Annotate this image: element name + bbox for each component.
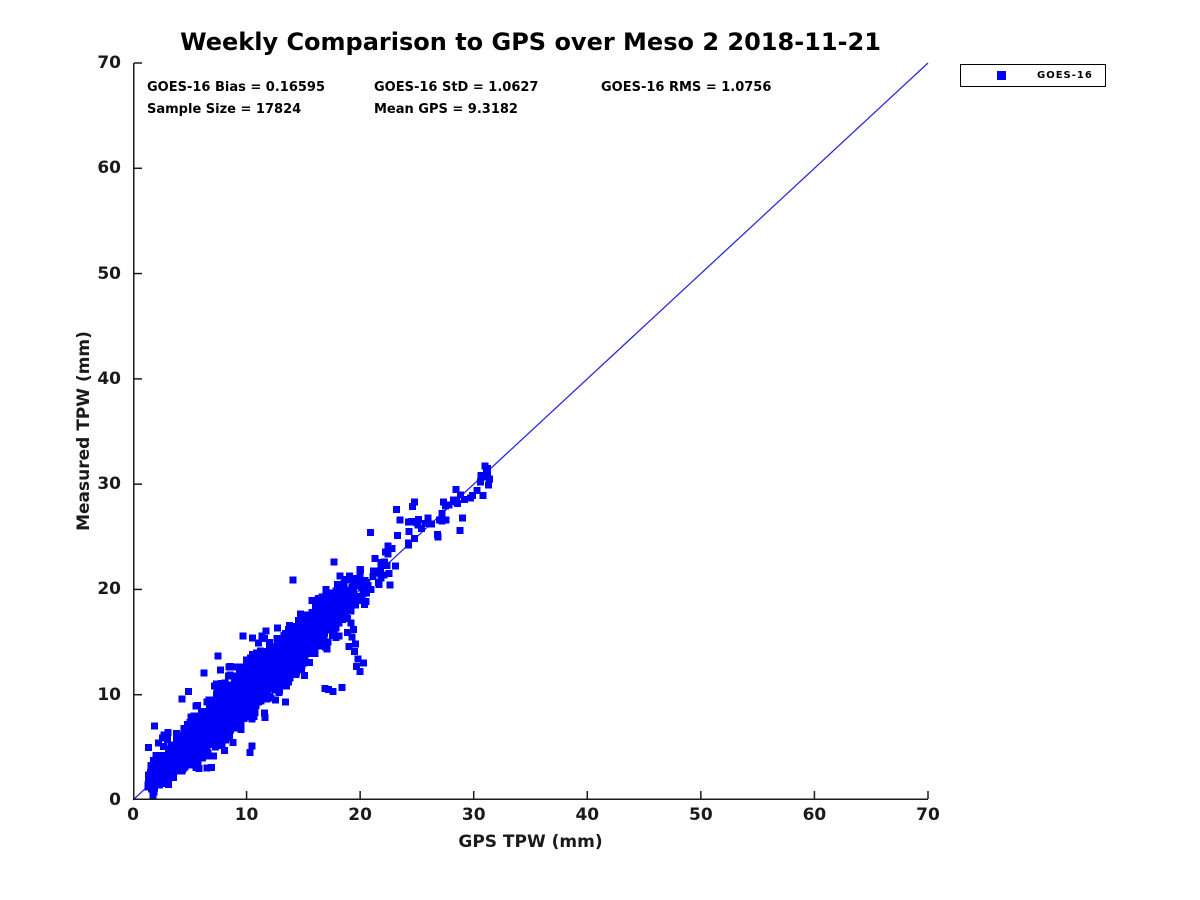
x-axis-label: GPS TPW (mm) [458, 832, 603, 852]
legend: GOES-16 [960, 64, 1106, 87]
stat-rms: GOES-16 RMS = 1.0756 [601, 80, 772, 95]
legend-label: GOES-16 [1037, 70, 1093, 81]
y-tick-label: 20 [97, 579, 121, 600]
y-axis-label: Measured TPW (mm) [74, 331, 94, 531]
plot-area [132, 62, 929, 801]
x-tick-label: 50 [689, 805, 713, 825]
stat-std: GOES-16 StD = 1.0627 [374, 80, 539, 95]
legend-marker-square-icon [997, 71, 1006, 80]
y-tick-label: 50 [97, 263, 121, 284]
x-tick-label: 30 [461, 805, 486, 825]
scatter-points [144, 462, 494, 799]
y-tick-label: 60 [97, 158, 121, 179]
y-tick-label: 40 [97, 368, 121, 389]
x-tick-label: 40 [575, 805, 600, 825]
x-tick-label: 70 [916, 805, 940, 825]
y-tick-label: 30 [97, 474, 121, 495]
x-tick-label: 10 [234, 805, 259, 825]
y-tick-label: 70 [97, 53, 121, 73]
chart-title: Weekly Comparison to GPS over Meso 2 201… [180, 28, 881, 56]
stat-bias: GOES-16 Bias = 0.16595 [147, 80, 326, 95]
x-tick-label: 0 [127, 805, 139, 825]
y-tick-label: 0 [109, 790, 121, 810]
y-tick-label: 10 [97, 684, 121, 705]
x-tick-label: 20 [348, 805, 372, 825]
x-tick-label: 60 [802, 805, 827, 825]
stat-mean-gps: Mean GPS = 9.3182 [374, 102, 518, 117]
stat-sample-size: Sample Size = 17824 [147, 102, 302, 117]
